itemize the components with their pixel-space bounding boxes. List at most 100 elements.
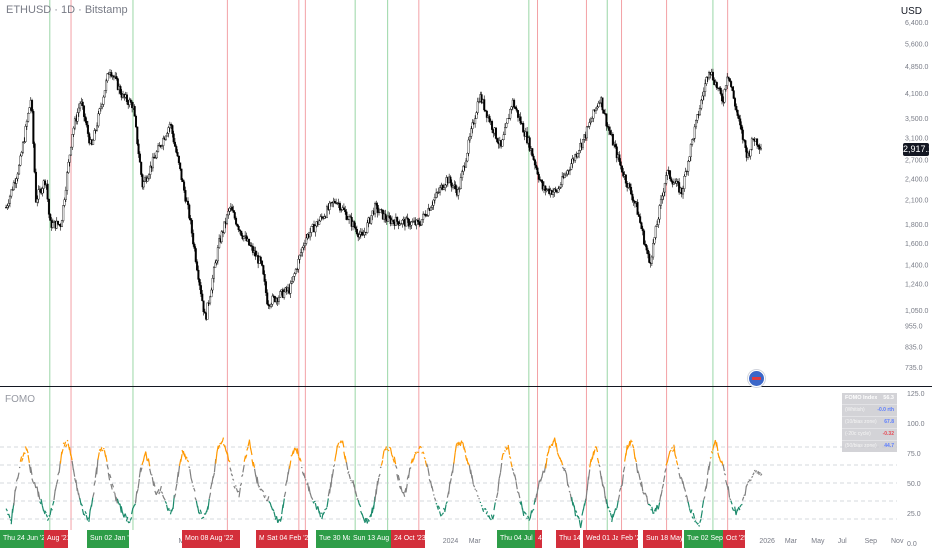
fomo-segment bbox=[228, 459, 231, 463]
us-flag-icon[interactable] bbox=[748, 370, 765, 387]
candle-body bbox=[598, 102, 601, 104]
fomo-segment bbox=[115, 496, 118, 504]
candle-body bbox=[303, 243, 306, 247]
fomo-segment bbox=[83, 513, 86, 516]
candle-body bbox=[264, 281, 267, 293]
info-row: (Whitish) -0.0 rth bbox=[842, 405, 897, 417]
fomo-segment bbox=[593, 449, 596, 456]
candle-body bbox=[615, 146, 618, 159]
candle-body bbox=[752, 138, 755, 140]
candle-body bbox=[175, 146, 178, 153]
candle-body bbox=[164, 135, 167, 140]
candle-body bbox=[301, 247, 304, 253]
candle-body bbox=[36, 198, 39, 203]
candle-body bbox=[666, 170, 669, 176]
price-tick-label: 4,850.0 bbox=[905, 64, 928, 71]
candle-body bbox=[424, 213, 427, 217]
candle-body bbox=[622, 171, 625, 177]
candle-body bbox=[362, 234, 365, 236]
candle-body bbox=[701, 95, 704, 101]
x-tick-label: 2026 bbox=[759, 538, 775, 545]
candle-body bbox=[233, 212, 236, 219]
candle-body bbox=[157, 145, 160, 152]
candle-body bbox=[442, 187, 445, 190]
candle-body bbox=[177, 155, 180, 164]
candle-body bbox=[12, 182, 15, 190]
fomo-segment bbox=[631, 444, 635, 449]
candle-body bbox=[407, 219, 410, 227]
candle-body bbox=[140, 162, 143, 175]
fomo-segment bbox=[94, 467, 98, 478]
fomo-segment bbox=[757, 470, 760, 476]
fomo-segment bbox=[395, 465, 398, 469]
candle-body bbox=[63, 199, 66, 206]
fomo-segment bbox=[63, 441, 67, 447]
candle-body bbox=[293, 273, 296, 277]
fomo-segment bbox=[37, 491, 41, 500]
candle-body bbox=[429, 207, 432, 211]
pane-divider[interactable] bbox=[0, 386, 932, 387]
fomo-segment bbox=[65, 444, 68, 448]
candle-body bbox=[149, 165, 152, 175]
fomo-segment bbox=[52, 500, 55, 506]
fomo-segment bbox=[80, 503, 83, 507]
fomo-segment bbox=[436, 505, 439, 510]
candle-body bbox=[37, 189, 40, 200]
candle-body bbox=[517, 110, 520, 118]
indicator-label[interactable]: FOMO bbox=[5, 394, 35, 405]
fomo-segment bbox=[476, 494, 479, 497]
candle-body bbox=[557, 188, 560, 193]
fomo-segment bbox=[710, 450, 714, 454]
candle-body bbox=[141, 174, 144, 188]
candle-body bbox=[94, 129, 97, 131]
fomo-segment bbox=[114, 492, 117, 502]
fomo-segment bbox=[682, 481, 685, 489]
candle-body bbox=[739, 118, 742, 126]
candle-body bbox=[199, 285, 202, 295]
fomo-segment bbox=[96, 458, 99, 475]
fomo-tick-label: 25.0 bbox=[907, 511, 921, 518]
candle-body bbox=[251, 246, 254, 253]
fomo-segment bbox=[143, 451, 147, 457]
candle-body bbox=[110, 72, 113, 77]
fomo-segment bbox=[565, 473, 569, 486]
fomo-segment bbox=[142, 455, 146, 462]
candle-body bbox=[170, 123, 173, 126]
fomo-segment bbox=[543, 463, 547, 473]
fomo-tick-label: 100.0 bbox=[907, 421, 925, 428]
info-value: 67.8 bbox=[884, 419, 894, 425]
date-tag: 4 bbox=[535, 530, 542, 548]
candle-body bbox=[688, 156, 691, 162]
fomo-segment bbox=[674, 454, 678, 460]
currency-label[interactable]: USD bbox=[900, 6, 922, 17]
fomo-segment bbox=[336, 442, 340, 447]
fomo-segment bbox=[691, 516, 694, 519]
date-tag: Mon 08 Aug '22 bbox=[182, 530, 240, 548]
fomo-segment bbox=[683, 487, 687, 492]
fomo-segment bbox=[71, 460, 74, 470]
candle-body bbox=[581, 139, 584, 148]
candle-body bbox=[249, 244, 252, 246]
candle-body bbox=[757, 145, 760, 147]
fomo-segment bbox=[147, 458, 151, 467]
fomo-segment bbox=[608, 510, 611, 513]
candle-body bbox=[333, 200, 336, 203]
info-value: 44.7 bbox=[884, 443, 894, 449]
candle-body bbox=[570, 163, 573, 170]
candle-body bbox=[179, 162, 182, 170]
fomo-segment bbox=[499, 463, 503, 473]
candle-body bbox=[661, 195, 664, 200]
candle-body bbox=[168, 123, 171, 128]
candle-body bbox=[289, 283, 292, 294]
fomo-segment bbox=[331, 469, 335, 478]
candle-body bbox=[34, 171, 37, 203]
fomo-segment bbox=[185, 456, 188, 459]
candle-body bbox=[237, 226, 240, 231]
fomo-segment bbox=[666, 455, 670, 463]
candle-body bbox=[565, 173, 568, 176]
candle-body bbox=[597, 102, 600, 107]
candle-body bbox=[537, 173, 540, 180]
fomo-segment bbox=[668, 450, 671, 457]
symbol-title[interactable]: ETHUSD · 1D · Bitstamp bbox=[6, 4, 128, 16]
fomo-segment bbox=[489, 518, 492, 521]
